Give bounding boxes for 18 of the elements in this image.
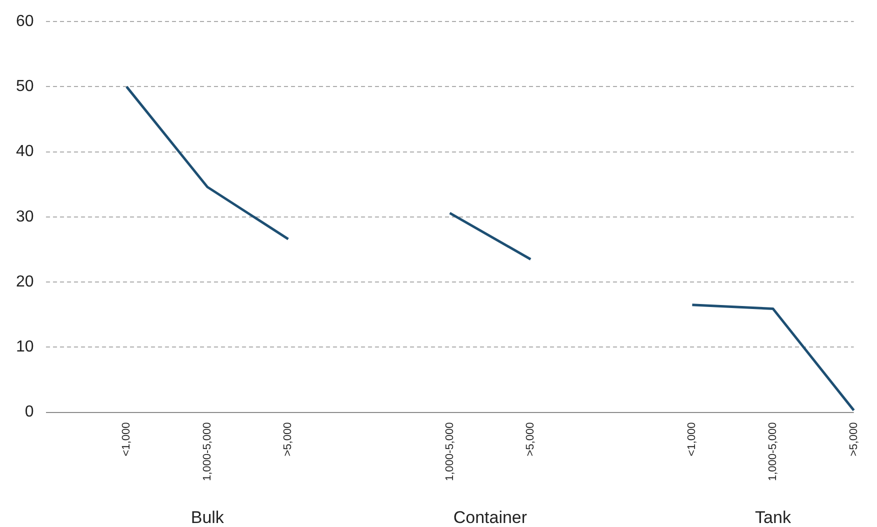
x-tick-label: 1,000-5,000 bbox=[767, 422, 780, 481]
y-tick-label: 30 bbox=[16, 208, 34, 226]
y-tick-label: 40 bbox=[16, 143, 34, 160]
y-tick-label: 50 bbox=[16, 78, 34, 96]
y-tick-label: 20 bbox=[16, 273, 34, 290]
x-tick-label: >5,000 bbox=[282, 422, 294, 456]
text: Bulk bbox=[190, 508, 224, 527]
y-tick-label: 60 bbox=[16, 13, 34, 30]
x-tick-label: >5,000 bbox=[848, 422, 860, 456]
y-tick-label: 10 bbox=[16, 338, 34, 356]
x-tick-label: 1,000-5,000 bbox=[201, 422, 214, 481]
x-tick-label: >5,000 bbox=[524, 422, 537, 456]
x-tick-label: <1,000 bbox=[686, 422, 698, 456]
x-tick-label: 1,000-5,000 bbox=[444, 422, 456, 481]
y-tick-label: 0 bbox=[24, 404, 34, 421]
text: Tank bbox=[755, 508, 792, 527]
x-tick-label: <1,000 bbox=[120, 422, 133, 456]
text: Container bbox=[453, 508, 528, 527]
